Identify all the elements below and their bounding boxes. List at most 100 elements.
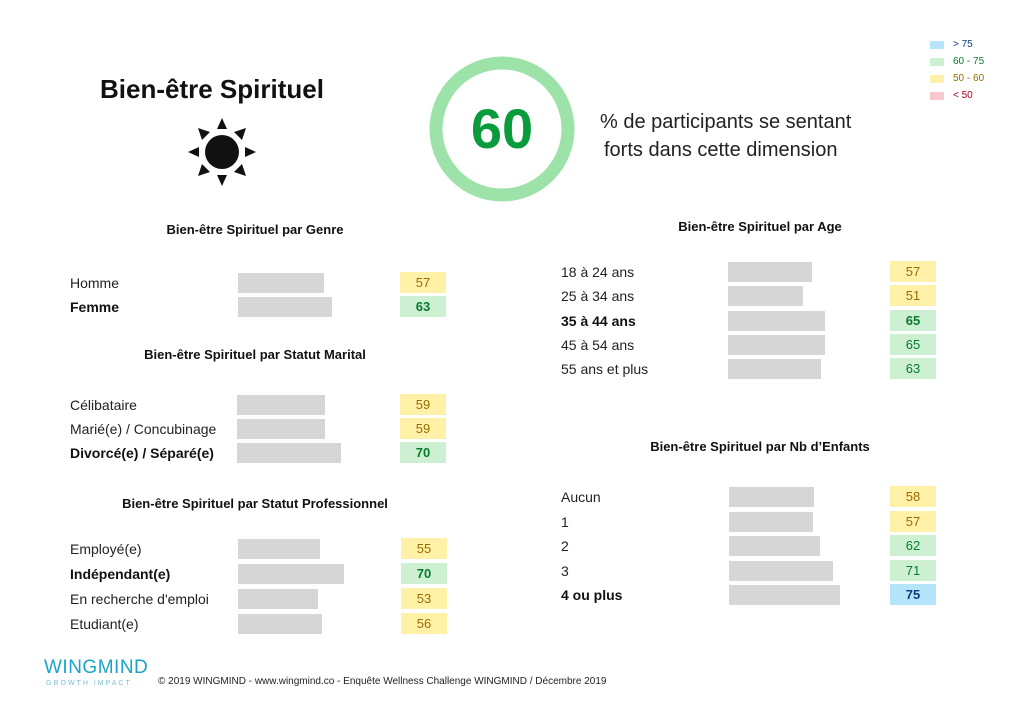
value-badge: 65 <box>890 334 936 355</box>
row-label: Etudiant(e) <box>70 616 139 632</box>
row-label: En recherche d'emploi <box>70 591 209 607</box>
value-badge: 63 <box>890 358 936 379</box>
bar <box>237 443 341 463</box>
list-item: 4 ou plus 75 <box>561 584 951 606</box>
score-caption-line1: % de participants se sentant <box>600 111 852 133</box>
legend: > 75 60 - 75 50 - 60 < 50 <box>930 36 1020 104</box>
wingmind-logo: WINGMIND <box>44 657 149 678</box>
legend-swatch <box>930 40 944 49</box>
bar <box>238 297 332 317</box>
row-label: 1 <box>561 514 569 530</box>
genre-rows: Homme 57 Femme 63 <box>70 272 450 318</box>
bar <box>237 395 325 415</box>
bar <box>238 614 322 634</box>
list-item: Aucun 58 <box>561 486 951 508</box>
legend-swatch <box>930 91 944 100</box>
bar <box>728 286 803 306</box>
row-label: Célibataire <box>70 397 137 413</box>
legend-item-50-60: 50 - 60 <box>930 70 1020 87</box>
value-badge: 58 <box>890 486 936 507</box>
section-title-marital: Bien-être Spirituel par Statut Marital <box>144 347 366 362</box>
row-label: Divorcé(e) / Séparé(e) <box>70 445 214 461</box>
value-badge: 51 <box>890 285 936 306</box>
legend-item-gt75: > 75 <box>930 36 1020 53</box>
list-item: Employé(e) 55 <box>70 538 450 560</box>
list-item: 35 à 44 ans 65 <box>561 310 951 332</box>
bar <box>729 585 840 605</box>
value-badge: 70 <box>400 442 446 463</box>
bar <box>238 539 320 559</box>
value-badge: 70 <box>401 563 447 584</box>
score-ring <box>429 56 575 202</box>
value-badge: 57 <box>400 272 446 293</box>
list-item: 25 à 34 ans 51 <box>561 285 951 307</box>
row-label: 25 à 34 ans <box>561 288 635 304</box>
section-title-children: Bien-être Spirituel par Nb d’Enfants <box>650 439 870 454</box>
legend-label: > 75 <box>953 39 973 50</box>
row-label: 2 <box>561 538 569 554</box>
children-rows: Aucun 58 1 57 2 62 3 71 4 ou plus 75 <box>561 486 951 606</box>
value-badge: 55 <box>401 538 447 559</box>
list-item: 18 à 24 ans 57 <box>561 261 951 283</box>
bar <box>238 273 324 293</box>
section-title-genre: Bien-être Spirituel par Genre <box>166 222 344 237</box>
bar <box>728 335 825 355</box>
value-badge: 75 <box>890 584 936 605</box>
legend-label: 50 - 60 <box>953 73 985 84</box>
bar <box>237 419 325 439</box>
legend-swatch <box>930 57 944 66</box>
legend-label: < 50 <box>953 90 973 101</box>
legend-swatch <box>930 74 944 83</box>
list-item: En recherche d'emploi 53 <box>70 588 450 610</box>
age-rows: 18 à 24 ans 57 25 à 34 ans 51 35 à 44 an… <box>561 261 951 381</box>
list-item: Etudiant(e) 56 <box>70 613 450 635</box>
section-title-age: Bien-être Spirituel par Age <box>678 219 842 234</box>
row-label: 18 à 24 ans <box>561 264 635 280</box>
list-item: Femme 63 <box>70 296 450 318</box>
value-badge: 59 <box>400 394 446 415</box>
bar <box>728 262 812 282</box>
row-label: Aucun <box>561 489 601 505</box>
list-item: Divorcé(e) / Séparé(e) 70 <box>70 442 450 464</box>
list-item: 55 ans et plus 63 <box>561 358 951 380</box>
row-label: 35 à 44 ans <box>561 313 636 329</box>
score-caption-line2: forts dans cette dimension <box>604 139 838 161</box>
page-title: Bien-être Spirituel <box>100 74 324 104</box>
bar <box>729 512 813 532</box>
legend-label: 60 - 75 <box>953 56 985 67</box>
row-label: Homme <box>70 275 120 291</box>
value-badge: 65 <box>890 310 936 331</box>
value-badge: 57 <box>890 511 936 532</box>
list-item: Homme 57 <box>70 272 450 294</box>
legend-item-lt50: < 50 <box>930 87 1020 104</box>
list-item: 1 57 <box>561 511 951 533</box>
row-label: Employé(e) <box>70 541 142 557</box>
wingmind-logo-tagline: GROWTH IMPACT <box>46 680 132 687</box>
row-label: 3 <box>561 563 569 579</box>
list-item: Célibataire 59 <box>70 394 450 416</box>
row-label: Femme <box>70 299 120 315</box>
list-item: 45 à 54 ans 65 <box>561 334 951 356</box>
value-badge: 59 <box>400 418 446 439</box>
list-item: Indépendant(e) 70 <box>70 563 450 585</box>
bar <box>729 487 814 507</box>
value-badge: 53 <box>401 588 447 609</box>
value-badge: 63 <box>400 296 446 317</box>
row-label: Marié(e) / Concubinage <box>70 421 217 437</box>
row-label: 55 ans et plus <box>561 361 649 377</box>
row-label: 45 à 54 ans <box>561 337 635 353</box>
professional-rows: Employé(e) 55 Indépendant(e) 70 En reche… <box>70 538 450 634</box>
value-badge: 71 <box>890 560 936 581</box>
bar <box>238 564 344 584</box>
bar <box>729 536 820 556</box>
bar <box>238 589 318 609</box>
list-item: Marié(e) / Concubinage 59 <box>70 418 450 440</box>
value-badge: 57 <box>890 261 936 282</box>
footer-copyright: © 2019 WINGMIND - www.wingmind.co - Enqu… <box>158 676 607 687</box>
marital-rows: Célibataire 59 Marié(e) / Concubinage 59… <box>70 394 450 464</box>
bar <box>729 561 833 581</box>
row-label: Indépendant(e) <box>70 566 171 582</box>
value-badge: 56 <box>401 613 447 634</box>
bar <box>728 311 825 331</box>
bar <box>728 359 821 379</box>
